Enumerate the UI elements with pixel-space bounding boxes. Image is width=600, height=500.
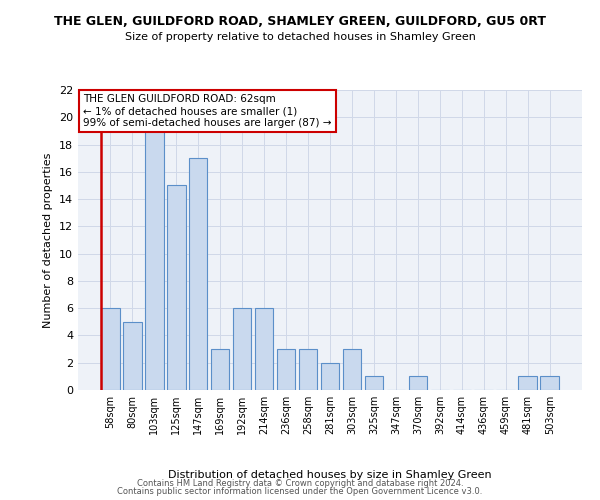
Bar <box>189 158 208 390</box>
Text: THE GLEN, GUILDFORD ROAD, SHAMLEY GREEN, GUILDFORD, GU5 0RT: THE GLEN, GUILDFORD ROAD, SHAMLEY GREEN,… <box>54 15 546 28</box>
Bar <box>409 376 427 390</box>
Bar <box>255 308 274 390</box>
Text: THE GLEN GUILDFORD ROAD: 62sqm
← 1% of detached houses are smaller (1)
99% of se: THE GLEN GUILDFORD ROAD: 62sqm ← 1% of d… <box>83 94 332 128</box>
Bar <box>320 362 340 390</box>
Bar <box>299 349 317 390</box>
Bar <box>145 131 164 390</box>
Bar <box>101 308 119 390</box>
Y-axis label: Number of detached properties: Number of detached properties <box>43 152 53 328</box>
Bar <box>541 376 559 390</box>
Text: Size of property relative to detached houses in Shamley Green: Size of property relative to detached ho… <box>125 32 475 42</box>
Bar <box>167 186 185 390</box>
Bar <box>518 376 537 390</box>
Bar <box>343 349 361 390</box>
Text: Contains HM Land Registry data © Crown copyright and database right 2024.: Contains HM Land Registry data © Crown c… <box>137 478 463 488</box>
Bar <box>211 349 229 390</box>
Bar <box>233 308 251 390</box>
Text: Distribution of detached houses by size in Shamley Green: Distribution of detached houses by size … <box>168 470 492 480</box>
Bar <box>277 349 295 390</box>
Bar <box>365 376 383 390</box>
Bar <box>123 322 142 390</box>
Text: Contains public sector information licensed under the Open Government Licence v3: Contains public sector information licen… <box>118 487 482 496</box>
